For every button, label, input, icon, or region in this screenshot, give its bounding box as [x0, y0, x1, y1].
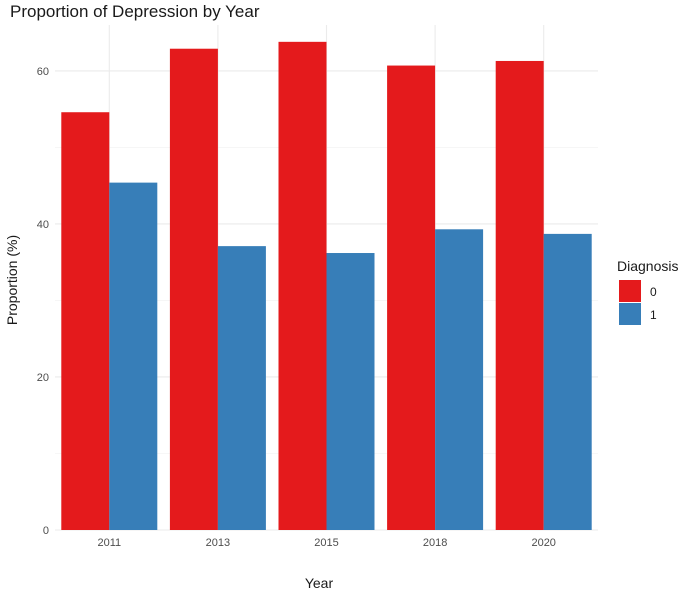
chart-title: Proportion of Depression by Year: [10, 2, 260, 21]
bar-2011-diagnosis-0: [61, 112, 110, 531]
bar-2013-diagnosis-1: [217, 246, 266, 530]
bar-2015-diagnosis-1: [326, 253, 375, 531]
legend: Diagnosis 0 1: [617, 258, 678, 325]
legend-label-1: 1: [650, 308, 657, 322]
legend-label-0: 0: [650, 285, 657, 299]
bar-2020-diagnosis-0: [495, 60, 544, 530]
x-tick-label: 2018: [423, 537, 447, 549]
y-axis-ticks: 0 20 40 60: [37, 66, 49, 537]
x-tick-label: 2015: [314, 537, 338, 549]
x-tick-label: 2011: [97, 537, 121, 549]
y-tick-label: 60: [37, 66, 49, 78]
bar-2018-diagnosis-1: [435, 229, 484, 530]
y-tick-label: 0: [43, 525, 49, 537]
bar-2011-diagnosis-1: [109, 182, 158, 530]
x-tick-label: 2013: [206, 537, 230, 549]
legend-title: Diagnosis: [617, 258, 678, 274]
legend-key-1: [619, 303, 641, 325]
legend-key-0: [619, 280, 641, 302]
bar-2020-diagnosis-1: [543, 233, 592, 531]
bar-2015-diagnosis-0: [278, 41, 327, 530]
bar-2018-diagnosis-0: [387, 65, 436, 530]
bar-2013-diagnosis-0: [169, 48, 218, 530]
y-tick-label: 40: [37, 219, 49, 231]
bars: [61, 41, 592, 531]
x-axis-title: Year: [305, 575, 334, 591]
x-axis-ticks: 2011 2013 2015 2018 2020: [97, 537, 555, 549]
x-tick-label: 2020: [531, 537, 555, 549]
y-axis-title: Proportion (%): [4, 235, 20, 325]
y-tick-label: 20: [37, 372, 49, 384]
